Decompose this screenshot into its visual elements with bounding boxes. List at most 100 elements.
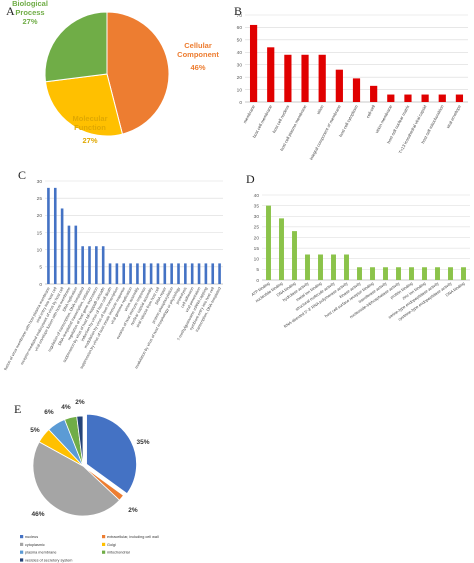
pie-e-legend-swatch [20, 542, 24, 546]
bar-b-ytick-label: 30 [237, 63, 243, 69]
bar-c-bar [163, 263, 167, 284]
pie-e-percent: 46% [31, 511, 44, 518]
bar-c-bar [47, 187, 50, 284]
bar-b-bar [455, 94, 464, 102]
bar-c-bar [81, 246, 84, 284]
bar-c-bar [142, 263, 146, 284]
bar-c-bar [190, 263, 194, 284]
bar-d-bar [331, 254, 336, 280]
panel-label-d: D [246, 172, 255, 186]
pie-e-legend-label: extracellular, including cell wall [107, 535, 159, 539]
bar-b-bar [284, 54, 292, 102]
panel-label-c: C [18, 168, 27, 182]
bar-d-bar [357, 267, 362, 280]
bar-c-bar [170, 263, 173, 284]
pie-e-legend-swatch [102, 550, 106, 554]
bar-b-bar [421, 94, 429, 102]
bar-c-bar [115, 263, 119, 284]
bar-b-ytick-label: 0 [239, 100, 242, 106]
bar-d-ytick-label: 30 [254, 214, 260, 220]
bar-d-ytick-label: 35 [254, 203, 260, 209]
bar-c-bar [211, 263, 215, 284]
pie-e-legend-swatch [20, 558, 24, 562]
pie-a-label: Molecular Function [72, 114, 107, 132]
pie-e-percent: 6% [44, 409, 54, 416]
bar-c-ytick-label: 25 [37, 196, 43, 202]
bar-c-ytick-label: 0 [39, 282, 42, 288]
bar-b-category-label: virion [315, 104, 324, 116]
bar-c-bar [53, 187, 57, 284]
bar-b-category-label: host cell membrane [252, 104, 274, 139]
bar-c-bar [101, 246, 105, 284]
pie-a-label: Cellular Component [177, 41, 219, 59]
bar-b-bar [438, 94, 446, 102]
bar-c-bar [156, 263, 160, 284]
bar-b-ytick-label: 20 [237, 75, 243, 81]
bar-d-ytick-label: 5 [256, 267, 259, 273]
panel-label-e: E [14, 402, 22, 416]
bar-d-bar [370, 267, 375, 280]
pie-e-percent: 2% [128, 507, 138, 514]
panel-label-a: A [6, 4, 15, 18]
bar-b-bar [404, 94, 412, 102]
bar-c-bar [204, 263, 208, 284]
pie-a-slice [106, 11, 170, 135]
bar-d-bar [422, 267, 427, 280]
pie-e-percent: 4% [61, 404, 71, 411]
pie-e-legend-swatch [102, 535, 106, 539]
bar-c-bar [149, 263, 153, 284]
bar-c-ytick-label: 5 [39, 265, 42, 271]
bar-b-bar [370, 85, 378, 102]
bar-b-bar [318, 54, 326, 102]
pie-a-percent: 27% [22, 17, 37, 26]
bar-b-category-label: host cell cytoplasm [338, 104, 359, 138]
bar-d-bar [318, 254, 323, 280]
bar-c-bar [177, 263, 180, 284]
bar-d-bar [409, 267, 414, 280]
bar-d-bar [305, 254, 310, 280]
pie-a-slice [44, 73, 124, 137]
bar-c-bar [95, 246, 98, 284]
bar-d-ytick-label: 20 [254, 235, 260, 241]
bar-c-bar [122, 263, 126, 284]
bar-d-ytick-label: 10 [254, 257, 260, 263]
bar-c-bar [67, 225, 71, 284]
bar-d-bar [435, 267, 440, 280]
pie-e-legend-label: cytoplasmic [25, 543, 45, 547]
bar-d-bar [279, 218, 284, 280]
bar-d-ytick-label: 25 [254, 225, 260, 231]
pie-e-legend-swatch [102, 542, 106, 546]
bar-b-bar [301, 54, 309, 102]
bar-b-category-label: viral envelope [445, 104, 462, 130]
bar-b-ytick-label: 40 [237, 50, 243, 56]
bar-c-ytick-label: 10 [37, 247, 43, 253]
bar-d-bar [461, 267, 466, 280]
bar-c-bar [184, 263, 187, 284]
bar-c-bar [218, 263, 221, 284]
bar-d-bar [448, 267, 453, 280]
bar-d-ytick-label: 15 [254, 246, 260, 252]
pie-a-label: Biological Process [12, 0, 48, 17]
pie-a-slice [44, 11, 108, 83]
pie-e-legend-swatch [20, 550, 24, 554]
bar-b-category-label: cell-cell [365, 104, 376, 119]
bar-b-bar [387, 94, 395, 102]
pie-a-percent: 27% [82, 136, 97, 145]
pie-e-percent: 2% [75, 399, 85, 406]
pie-a-percent: 46% [190, 63, 205, 72]
bar-d-bar [383, 267, 388, 280]
bar-b-ytick-label: 60 [237, 25, 243, 31]
bar-b-category-label: integral component of membrane [308, 104, 342, 161]
pie-e-slice [76, 415, 84, 467]
pie-e-slice [86, 413, 137, 495]
bar-b-category-label: virion membrane [374, 104, 393, 134]
pie-e-legend-label: vesicles of secretory system [25, 558, 72, 562]
bar-b-ytick-label: 10 [237, 87, 243, 93]
bar-b-bar [352, 78, 361, 102]
bar-c-bar [74, 225, 78, 284]
bar-d-bar [266, 205, 271, 280]
bar-c-bar [129, 263, 132, 284]
bar-b-bar [267, 47, 275, 102]
bar-d-bar [344, 254, 349, 280]
